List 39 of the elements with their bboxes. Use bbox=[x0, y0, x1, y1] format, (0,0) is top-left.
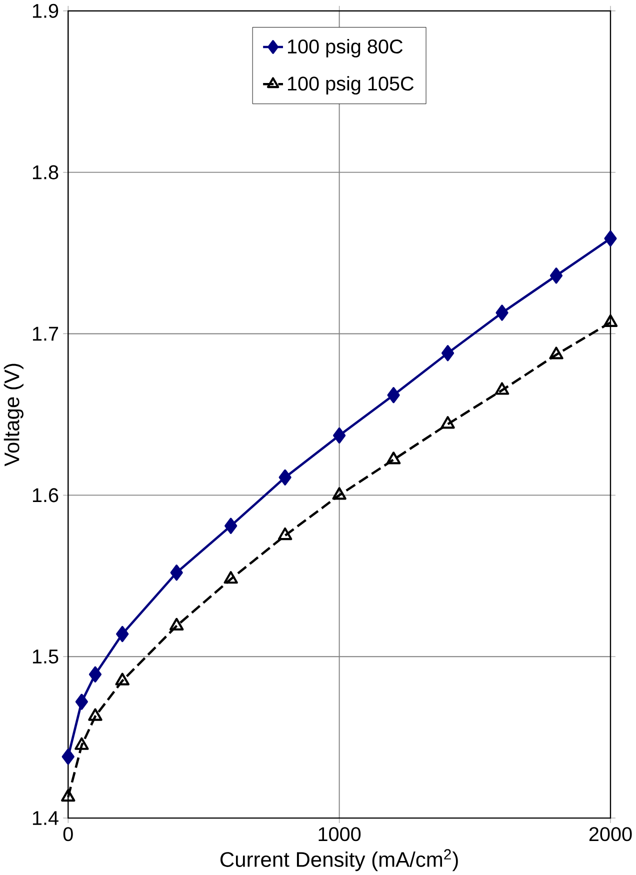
point bbox=[440, 416, 455, 429]
x-tick-label: 2000 bbox=[589, 827, 632, 842]
point bbox=[88, 708, 102, 721]
point bbox=[386, 452, 400, 464]
legend-label: 100 psig 80C bbox=[288, 38, 402, 58]
point bbox=[224, 518, 237, 534]
point bbox=[494, 382, 509, 395]
point bbox=[604, 230, 617, 247]
point bbox=[603, 314, 618, 328]
point bbox=[278, 527, 292, 540]
y-tick-label: 1.8 bbox=[32, 165, 58, 180]
point bbox=[332, 427, 346, 444]
point bbox=[74, 737, 89, 750]
x-axis-title: Current Density (mA/cm$^{2}$) bbox=[220, 849, 458, 872]
point bbox=[170, 564, 183, 581]
point bbox=[441, 345, 454, 362]
y-tick-label: 1.5 bbox=[32, 650, 58, 664]
legend-label: 100 psig 105C bbox=[288, 76, 414, 95]
point bbox=[387, 387, 400, 404]
point bbox=[224, 571, 238, 584]
point bbox=[88, 666, 102, 682]
point bbox=[496, 304, 508, 321]
point bbox=[278, 469, 292, 486]
point bbox=[169, 618, 184, 630]
point bbox=[62, 748, 74, 765]
point bbox=[332, 487, 346, 500]
x-tick-label: 1000 bbox=[318, 827, 360, 842]
point bbox=[75, 694, 88, 710]
point bbox=[115, 672, 130, 686]
point bbox=[116, 626, 128, 642]
y-tick-label: 1.4 bbox=[32, 811, 58, 825]
x-tick-label: 0 bbox=[63, 827, 73, 842]
y-tick-label: 1.9 bbox=[32, 4, 58, 18]
y-axis-title: Voltage (V) bbox=[4, 364, 24, 466]
y-tick-label: 1.7 bbox=[32, 326, 58, 341]
point bbox=[548, 346, 564, 360]
point bbox=[60, 788, 76, 802]
y-tick-label: 1.6 bbox=[32, 488, 58, 502]
point bbox=[550, 268, 562, 284]
